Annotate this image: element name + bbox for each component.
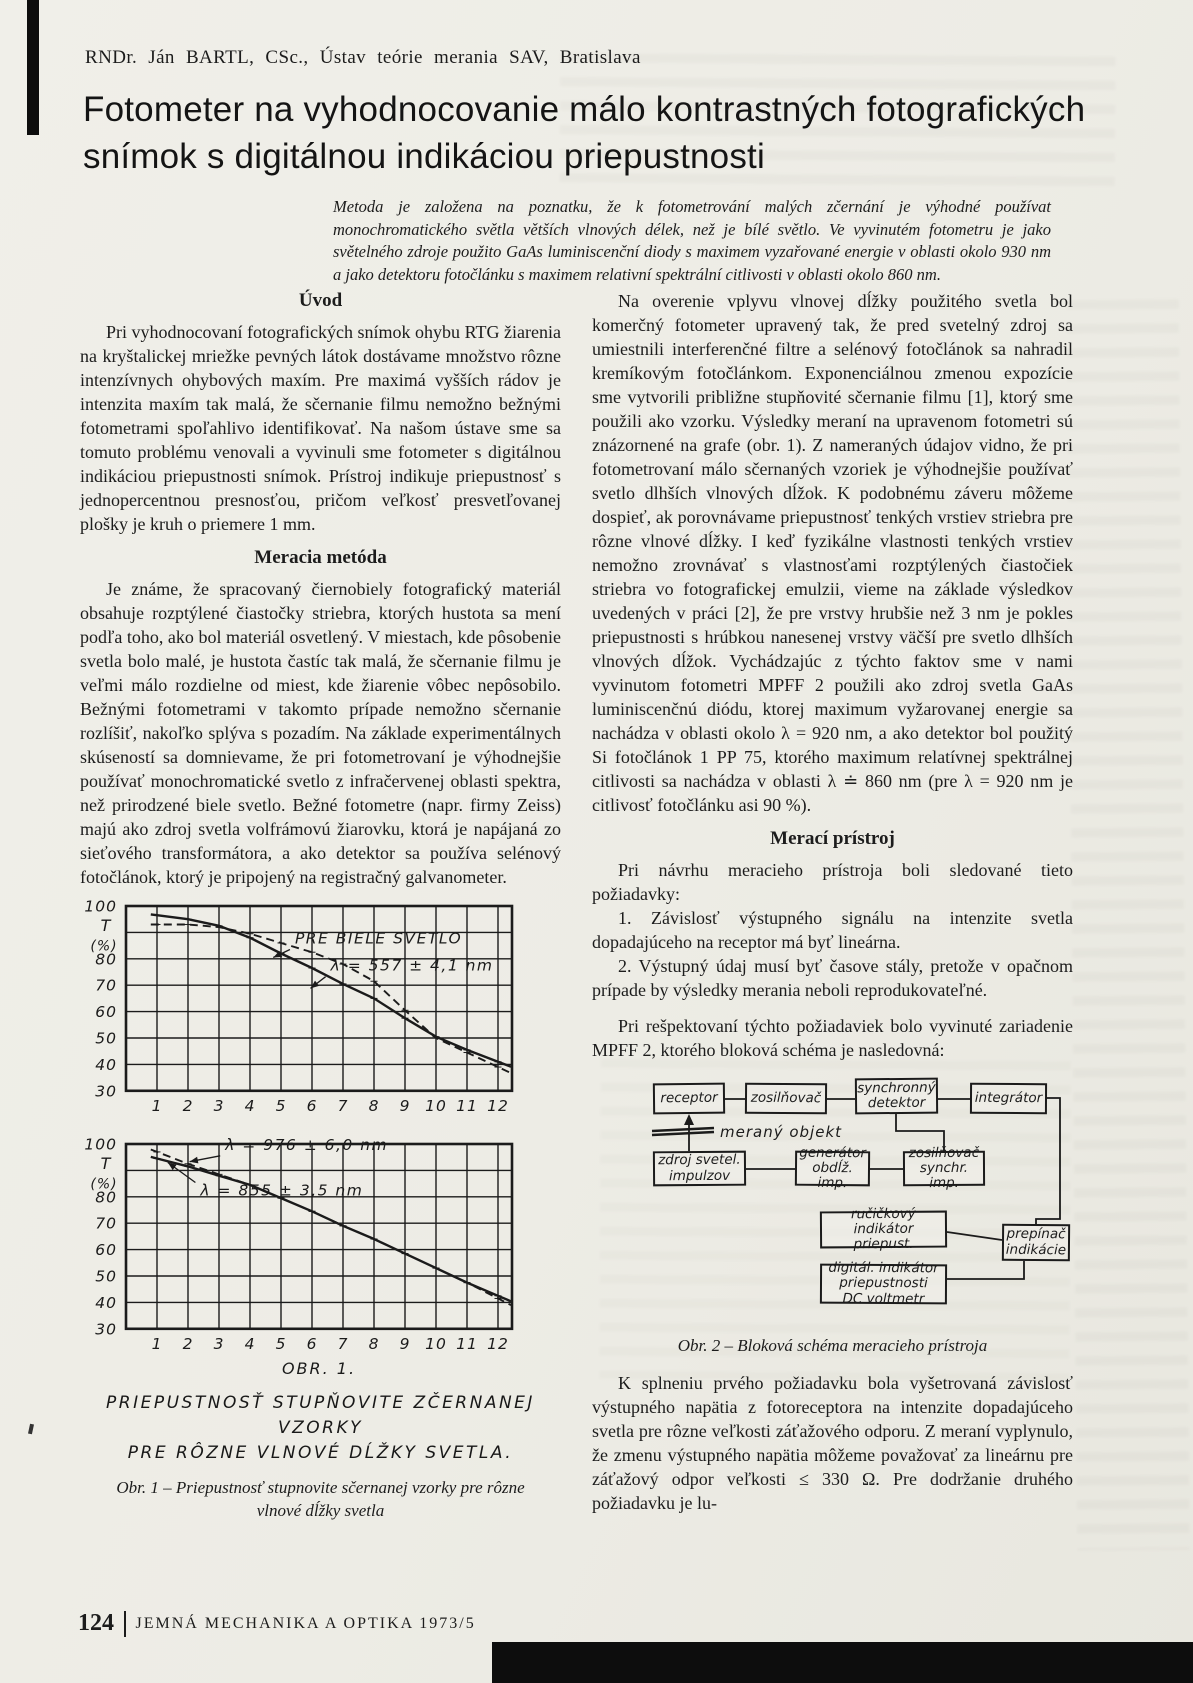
svg-text:50: 50 bbox=[95, 1030, 117, 1048]
svg-text:60: 60 bbox=[95, 1003, 117, 1021]
right-column: Na overenie vplyvu vlnovej dĺžky použité… bbox=[592, 289, 1073, 1515]
svg-text:5: 5 bbox=[276, 1097, 287, 1115]
page-number: 124 bbox=[78, 1610, 114, 1636]
diagram-box-rucickovy-indikator: ručičkový indikátor priepust. bbox=[819, 1206, 948, 1252]
scan-artifact-speck bbox=[28, 1423, 34, 1435]
svg-text:100: 100 bbox=[84, 1136, 117, 1154]
svg-text:9: 9 bbox=[400, 1097, 411, 1115]
svg-text:7: 7 bbox=[338, 1097, 349, 1115]
abstract-text: Metoda je založena na poznatku, že k fot… bbox=[333, 197, 1051, 284]
svg-text:4: 4 bbox=[245, 1097, 256, 1115]
diagram-label-merany-objekt: meraný objekt bbox=[720, 1123, 843, 1141]
svg-text:PRE BIELE SVETLO: PRE BIELE SVETLO bbox=[295, 929, 462, 947]
paragraph-respektovani: Pri rešpektovaní týchto požiadaviek bolo… bbox=[592, 1016, 1073, 1060]
svg-text:3: 3 bbox=[214, 1097, 225, 1115]
svg-text:λ = 976 ± 6,0 nm: λ = 976 ± 6,0 nm bbox=[224, 1136, 388, 1154]
svg-text:3: 3 bbox=[214, 1335, 225, 1353]
footer-divider bbox=[124, 1610, 126, 1637]
diagram-box-prepinac-indikacie: prepínač indikácie bbox=[1001, 1223, 1071, 1262]
article-title-line2: snímok s digitálnou indikáciou priepustn… bbox=[83, 137, 765, 176]
diagram-box-integrator: integrátor bbox=[969, 1082, 1048, 1115]
svg-text:8: 8 bbox=[369, 1335, 380, 1353]
svg-text:70: 70 bbox=[95, 977, 117, 995]
svg-text:11: 11 bbox=[456, 1097, 478, 1115]
svg-text:T: T bbox=[101, 916, 112, 935]
svg-text:30: 30 bbox=[95, 1082, 117, 1100]
svg-text:70: 70 bbox=[95, 1215, 117, 1233]
svg-text:80: 80 bbox=[95, 1188, 117, 1206]
svg-text:1: 1 bbox=[152, 1335, 163, 1353]
svg-text:4: 4 bbox=[245, 1335, 256, 1353]
diagram-box-zosilnovac-synchr-imp: zosilňovač synchr. imp. bbox=[902, 1145, 986, 1191]
svg-text:1: 1 bbox=[152, 1097, 163, 1115]
svg-text:10: 10 bbox=[425, 1097, 447, 1115]
figure1-handwritten-caption-line1: PRIEPUSTNOSŤ STUPŇOVITE ZČERNANEJ VZORKY bbox=[106, 1393, 535, 1438]
svg-text:100: 100 bbox=[84, 898, 117, 916]
verso-bleed-artifact bbox=[1066, 299, 1190, 1551]
scan-artifact-black-band bbox=[492, 1642, 1193, 1683]
svg-text:(%): (%) bbox=[90, 1177, 117, 1193]
svg-text:5: 5 bbox=[276, 1335, 287, 1353]
svg-text:7: 7 bbox=[338, 1335, 349, 1353]
svg-text:60: 60 bbox=[95, 1241, 117, 1259]
paragraph-meracia-metoda: Je známe, že spracovaný čiernobiely foto… bbox=[80, 579, 561, 887]
diagram-box-synchronny-detektor: synchronný detektor bbox=[854, 1077, 939, 1115]
figure2-block-diagram: receptor zosilňovač synchronný detektor … bbox=[592, 1074, 1073, 1326]
svg-text:OBR. 1.: OBR. 1. bbox=[282, 1359, 356, 1378]
svg-text:8: 8 bbox=[369, 1097, 380, 1115]
article-title: Fotometer na vyhodnocovanie málo kontras… bbox=[83, 86, 1128, 180]
svg-text:λ = 557 ± 4,1 nm: λ = 557 ± 4,1 nm bbox=[330, 957, 494, 975]
svg-text:40: 40 bbox=[95, 1056, 117, 1074]
svg-text:40: 40 bbox=[95, 1294, 117, 1312]
figure1-handwritten-caption-line2: PRE RÔZNE VLNOVÉ DĹŽKY SVETLA. bbox=[127, 1443, 514, 1463]
svg-text:2: 2 bbox=[183, 1097, 194, 1115]
svg-text:11: 11 bbox=[456, 1335, 478, 1353]
diagram-box-digital-indikator: digitál. indikátor priepustnosti DC volt… bbox=[819, 1260, 948, 1307]
section-heading-meraci-pristroj: Merací prístroj bbox=[770, 828, 895, 849]
requirement-item-1: 1. Závislosť výstupného signálu na inten… bbox=[592, 908, 1073, 952]
paragraph-uvod: Pri vyhodnocovaní fotografických snímok … bbox=[80, 322, 561, 534]
svg-text:λ = 855 ± 3,5 nm: λ = 855 ± 3,5 nm bbox=[199, 1181, 363, 1199]
svg-text:T: T bbox=[101, 1154, 112, 1173]
figure1-handwritten-caption: PRIEPUSTNOSŤ STUPŇOVITE ZČERNANEJ VZORKY… bbox=[80, 1391, 561, 1466]
section-heading-meracia-metoda: Meracia metóda bbox=[254, 547, 387, 568]
paragraph-navrh: Pri návrhu meracieho prístroja boli sled… bbox=[592, 860, 1073, 904]
svg-text:80: 80 bbox=[95, 950, 117, 968]
journal-name: JEMNÁ MECHANIKA A OPTIKA 1973/5 bbox=[135, 1614, 476, 1632]
diagram-connector-lines bbox=[651, 1097, 1061, 1280]
article-title-line1: Fotometer na vyhodnocovanie málo kontras… bbox=[83, 90, 1086, 129]
page-footer: 124 JEMNÁ MECHANIKA A OPTIKA 1973/5 bbox=[78, 1610, 476, 1637]
svg-text:30: 30 bbox=[95, 1320, 117, 1338]
diagram-box-receptor: receptor bbox=[652, 1082, 726, 1115]
diagram-box-zosilnovac: zosilňovač bbox=[744, 1082, 828, 1115]
up-arrow-icon bbox=[684, 1114, 694, 1125]
svg-text:9: 9 bbox=[400, 1335, 411, 1353]
diagram-box-generator-obdlz-imp: generátor obdĺž. imp. bbox=[794, 1145, 871, 1191]
svg-text:6: 6 bbox=[307, 1335, 318, 1353]
svg-text:12: 12 bbox=[487, 1335, 509, 1353]
svg-text:50: 50 bbox=[95, 1268, 117, 1286]
author-affiliation-line: RNDr. Ján BARTL, CSc., Ústav teórie mera… bbox=[85, 47, 641, 68]
svg-text:12: 12 bbox=[487, 1097, 509, 1115]
paragraph-splnenie: K splneniu prvého požiadavku bola vyšetr… bbox=[592, 1373, 1073, 1513]
paragraph-overenie: Na overenie vplyvu vlnovej dĺžky použité… bbox=[592, 291, 1073, 815]
figure2-caption: Obr. 2 – Bloková schéma meracieho prístr… bbox=[677, 1336, 988, 1355]
section-heading-uvod: Úvod bbox=[298, 290, 343, 311]
svg-text:(%): (%) bbox=[90, 939, 117, 955]
svg-text:6: 6 bbox=[307, 1097, 318, 1115]
left-column: Úvod Pri vyhodnocovaní fotografických sn… bbox=[80, 289, 561, 1522]
scan-artifact-black-bar bbox=[27, 0, 39, 135]
svg-text:10: 10 bbox=[425, 1335, 447, 1353]
diagram-box-zdroj-svetel-impulzov: zdroj svetel. impulzov bbox=[652, 1150, 747, 1187]
requirement-item-2: 2. Výstupný údaj musí byť časove stály, … bbox=[592, 956, 1073, 1000]
figure1-caption: Obr. 1 – Priepustnosť stupnovite sčernan… bbox=[116, 1478, 525, 1520]
svg-text:2: 2 bbox=[183, 1335, 194, 1353]
